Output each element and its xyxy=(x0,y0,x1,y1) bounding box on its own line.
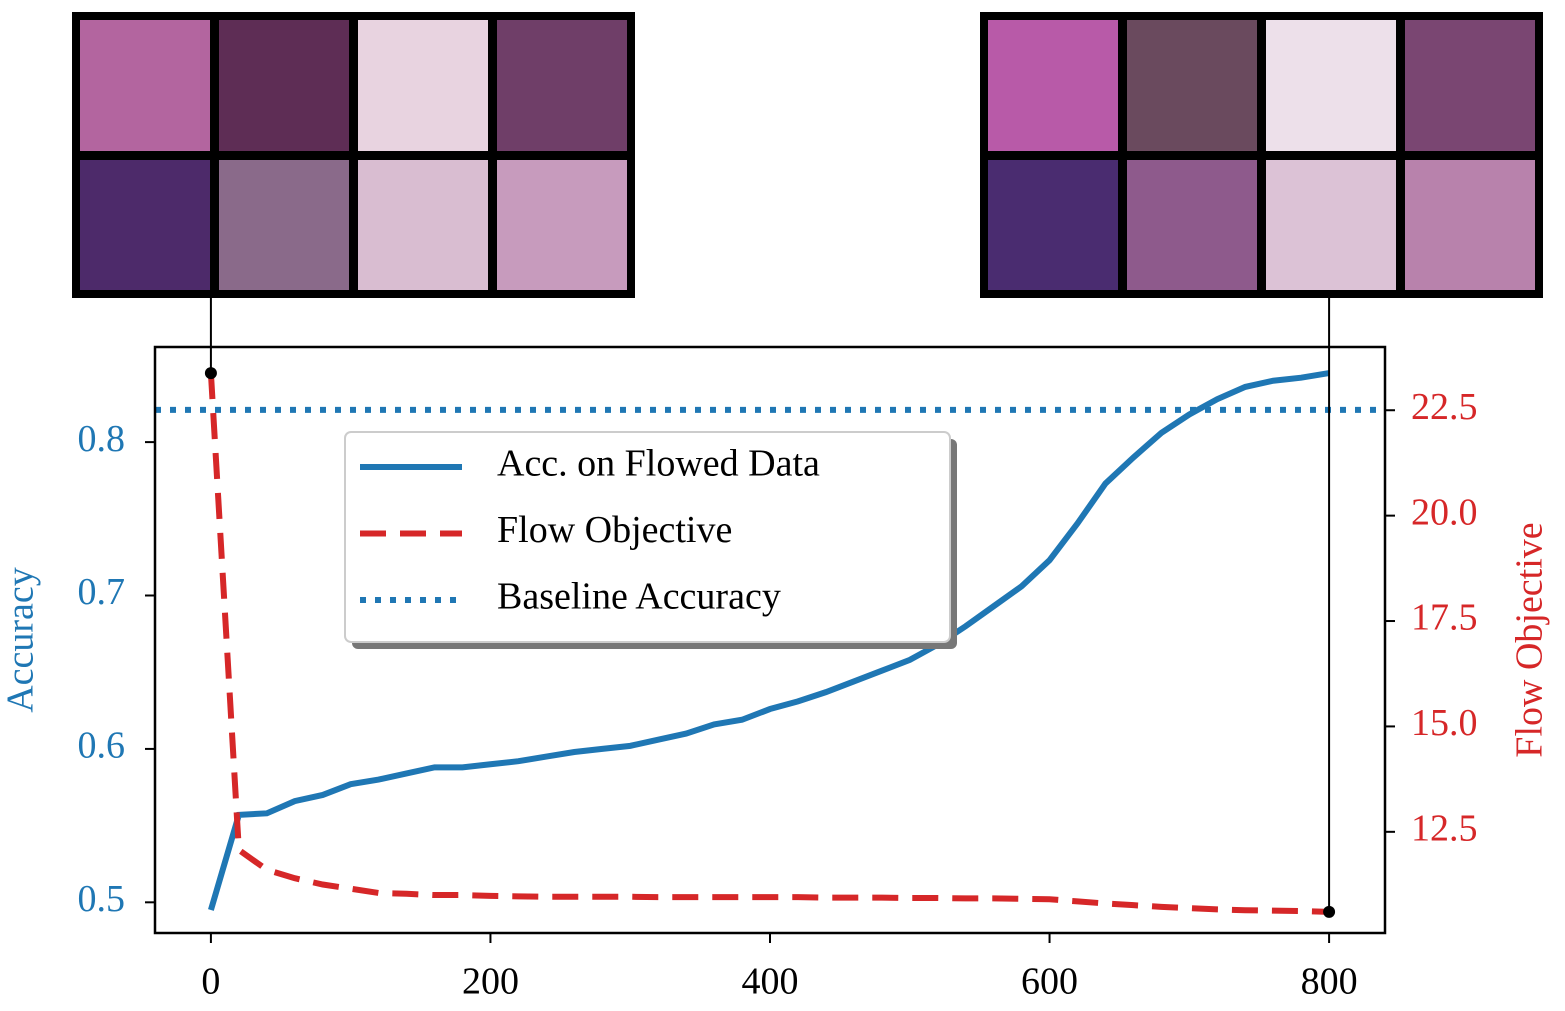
image-tile xyxy=(219,160,349,290)
y2-tick-label: 15.0 xyxy=(1411,702,1478,744)
image-tile xyxy=(219,20,349,151)
image-tile xyxy=(1266,160,1396,290)
image-tile xyxy=(1127,160,1257,290)
y-tick-label: 0.5 xyxy=(78,878,126,920)
image-tile xyxy=(1127,20,1257,151)
image-tile xyxy=(80,160,210,290)
y2-tick-label: 22.5 xyxy=(1411,386,1478,428)
image-tile xyxy=(497,20,627,151)
x-tick-label: 400 xyxy=(742,961,799,1003)
image-tile xyxy=(1266,20,1396,151)
image-tile xyxy=(358,20,488,151)
series-line xyxy=(208,370,1330,911)
image-tile xyxy=(988,20,1118,151)
sample-grid-right xyxy=(980,12,1543,298)
y-axis-label: Accuracy xyxy=(0,567,42,713)
image-tile xyxy=(358,160,488,290)
sample-grid-left xyxy=(72,12,635,298)
y2-axis-label: Flow Objective xyxy=(1509,522,1551,757)
x-tick-label: 800 xyxy=(1301,961,1358,1003)
plot-frame xyxy=(153,345,1387,935)
y2-tick-label: 12.5 xyxy=(1411,808,1478,850)
connector-dot xyxy=(1323,905,1336,918)
image-tile xyxy=(497,160,627,290)
series-line xyxy=(207,372,1330,915)
y-tick-label: 0.8 xyxy=(78,418,126,460)
image-tile xyxy=(988,160,1118,290)
legend-label: Flow Objective xyxy=(497,509,732,551)
image-tile xyxy=(1405,160,1535,290)
image-tile xyxy=(1405,20,1535,151)
y2-tick-label: 17.5 xyxy=(1411,597,1478,639)
y2-tick-label: 20.0 xyxy=(1411,491,1478,533)
x-tick-label: 600 xyxy=(1021,961,1078,1003)
legend-label: Acc. on Flowed Data xyxy=(497,443,820,485)
y-tick-label: 0.7 xyxy=(78,571,126,613)
y-tick-label: 0.6 xyxy=(78,725,126,767)
image-tile xyxy=(80,20,210,151)
x-tick-label: 0 xyxy=(201,961,220,1003)
legend-label: Baseline Accuracy xyxy=(497,576,781,618)
legend xyxy=(344,431,951,643)
x-tick-label: 200 xyxy=(462,961,519,1003)
connector-dot xyxy=(204,367,217,380)
